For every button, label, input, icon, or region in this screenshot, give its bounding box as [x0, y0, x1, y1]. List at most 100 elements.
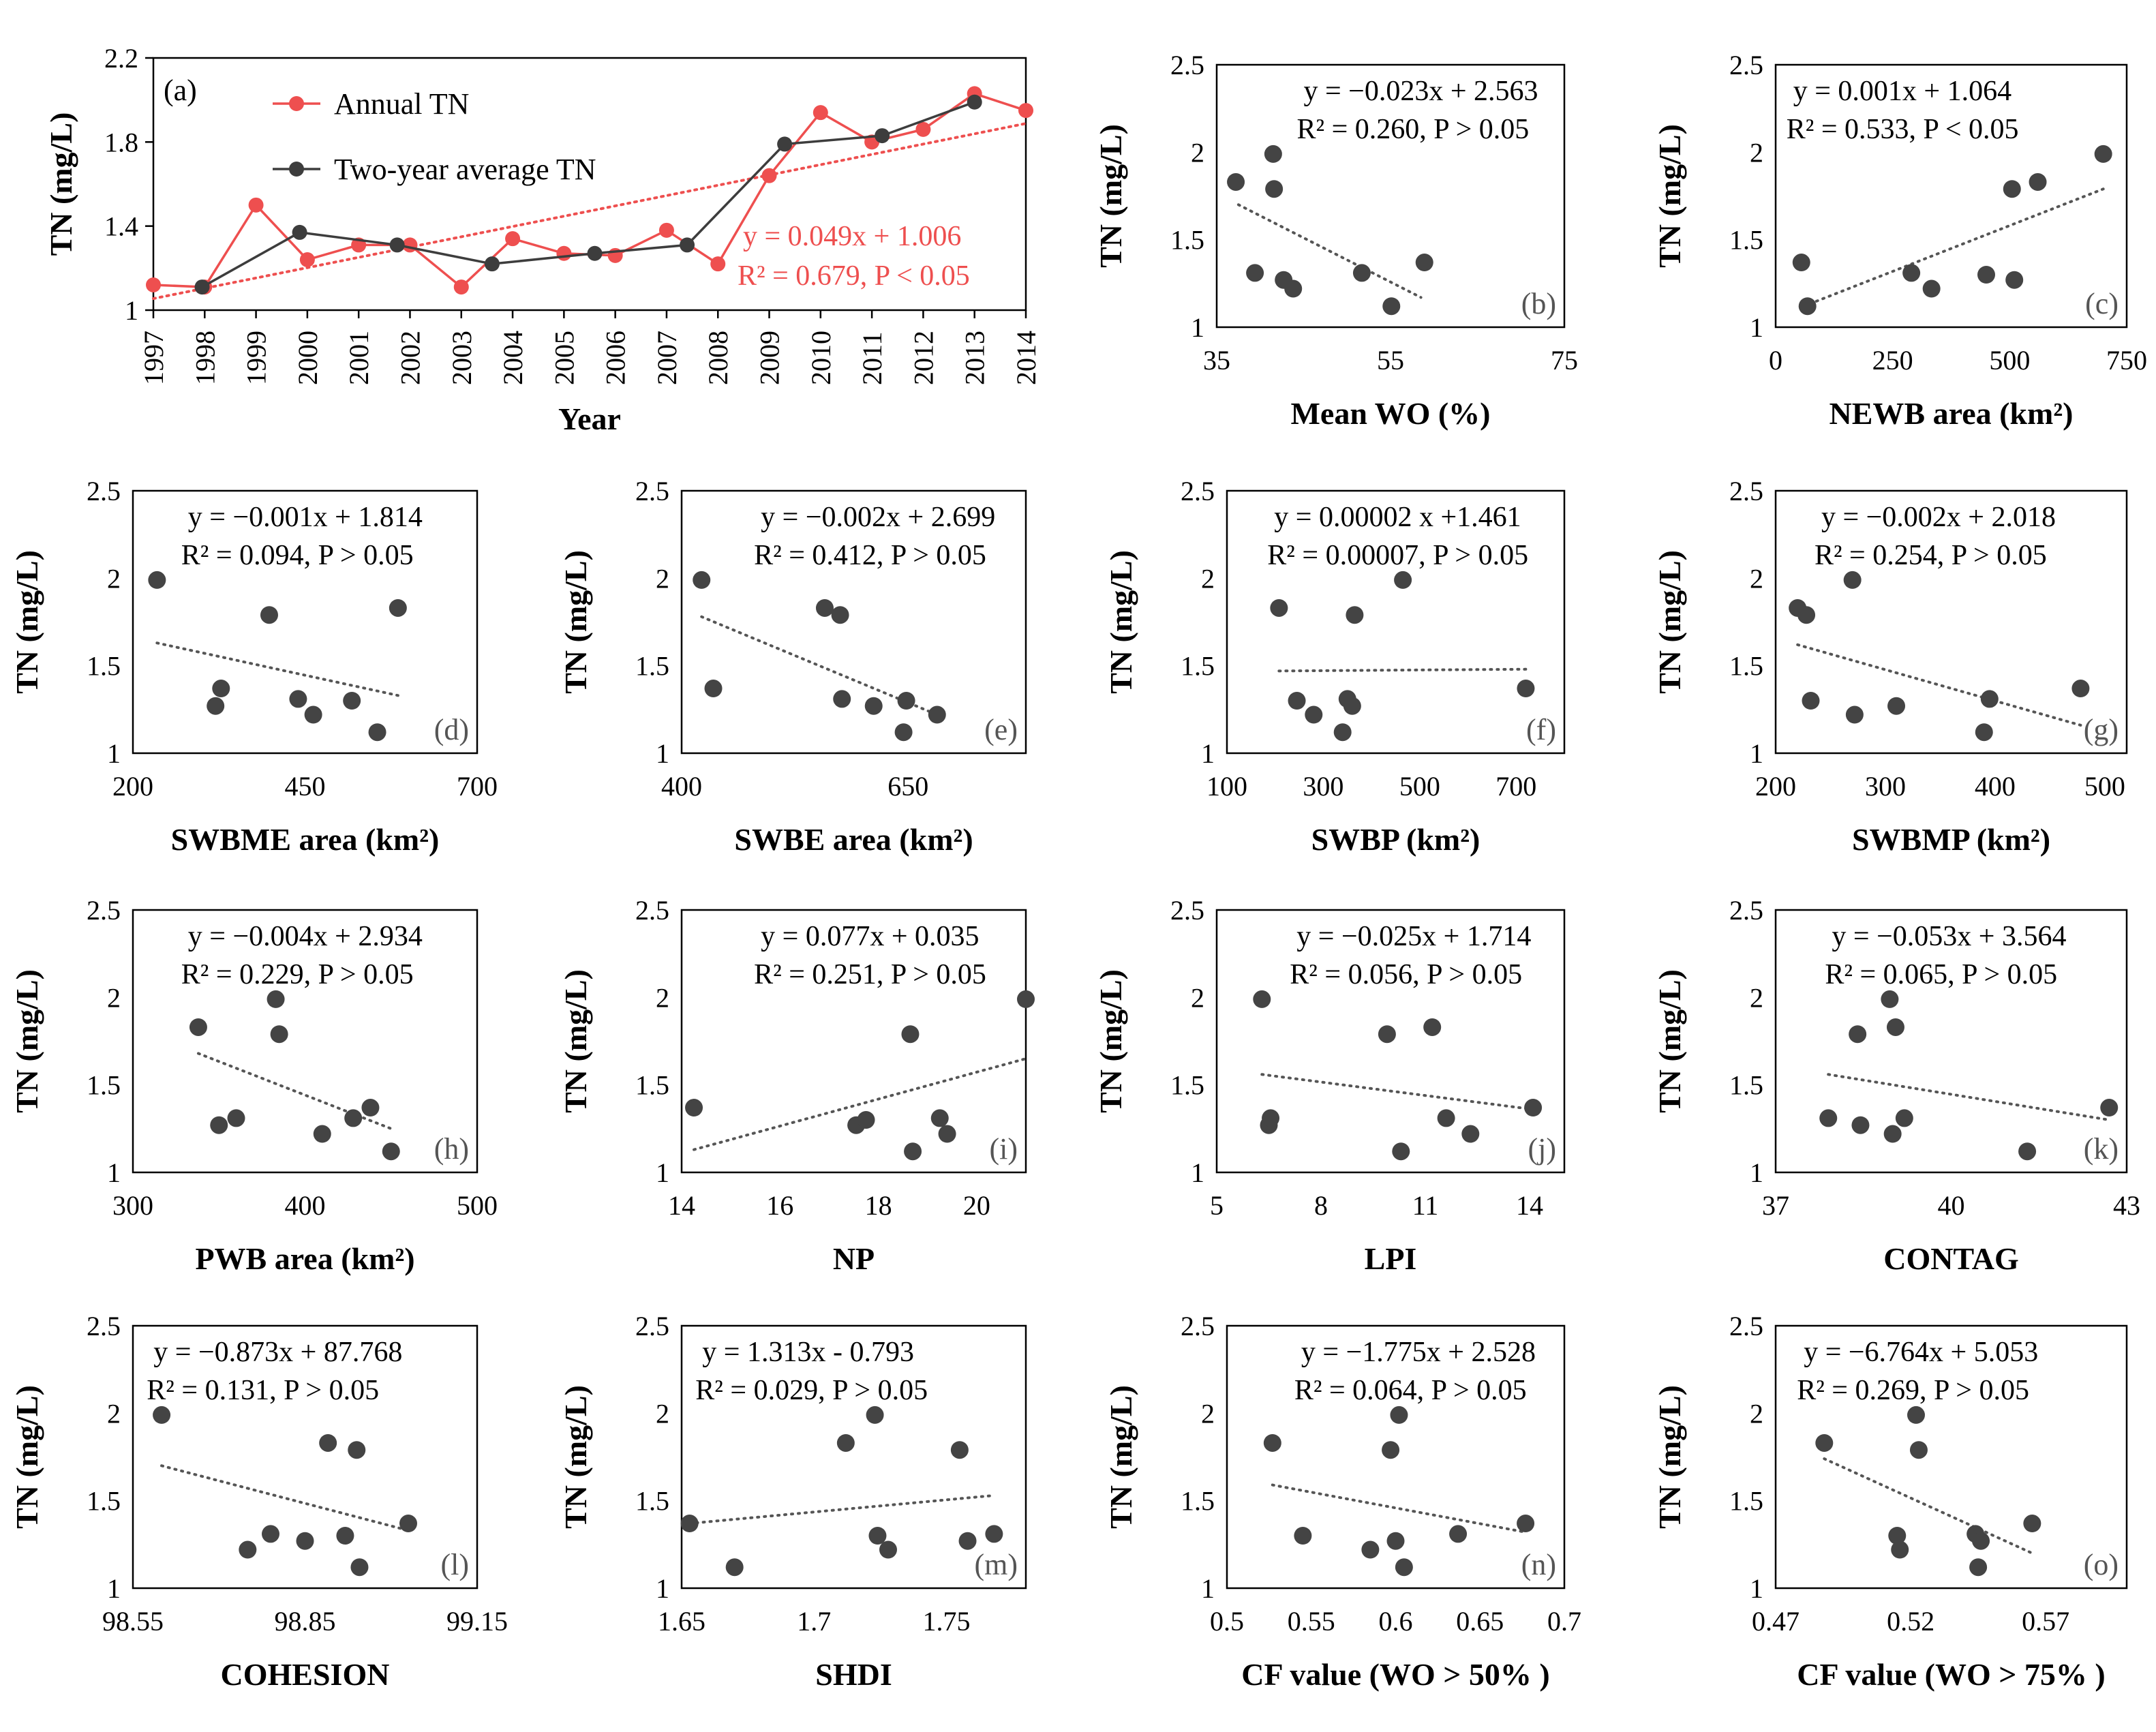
y-tick-label: 2.5: [635, 1311, 669, 1341]
data-point: [1253, 990, 1271, 1008]
panel-n: 1 1.5 2 2.5 0.5 0.55 0.6 0.65 0.7 CF value (WO > …: [1104, 1311, 1581, 1692]
trend-r2: R² = 0.229, P > 0.05: [181, 959, 414, 990]
y-tick-label: 1.5: [1181, 1486, 1215, 1517]
data-point: [836, 1433, 855, 1452]
panel-label: (b): [1521, 287, 1556, 320]
data-point: [399, 1515, 417, 1533]
data-point: [1802, 692, 1820, 710]
y-tick-label: 2.5: [1729, 476, 1763, 506]
y-tick-label: 2: [656, 1398, 669, 1429]
y-tick-label: 2.5: [1170, 50, 1204, 80]
trend-r2: R² = 0.269, P > 0.05: [1797, 1375, 2029, 1406]
data-point: [1284, 279, 1303, 298]
data-point: [1333, 723, 1352, 742]
data-point: [1423, 1018, 1442, 1036]
data-point: [1849, 1025, 1867, 1044]
data-point: [1382, 297, 1401, 316]
panel-label: (m): [974, 1548, 1018, 1581]
data-point: [350, 1558, 369, 1577]
y-tick-label: 2: [656, 563, 669, 594]
trend-equation: y = −0.053x + 3.564: [1832, 921, 2066, 952]
y-tick-label: 1.5: [87, 1486, 121, 1517]
x-tick-label: 400: [1975, 771, 2016, 802]
y-tick-label: 2.5: [1729, 1311, 1763, 1341]
data-point: [868, 1527, 887, 1545]
data-point: [343, 692, 361, 710]
data-point-annual: [299, 252, 315, 267]
trendline: [688, 1493, 996, 1525]
y-tick-label: 2.2: [104, 43, 138, 74]
data-point: [1891, 1540, 1909, 1559]
y-tick-label: 2: [1750, 982, 1763, 1013]
y-tick-label: 2.5: [87, 476, 121, 506]
data-point: [725, 1558, 744, 1577]
trendline: [1260, 1073, 1535, 1111]
y-axis-title: TN (mg/L): [10, 969, 44, 1113]
trendline: [1271, 1483, 1528, 1534]
data-point: [153, 1406, 171, 1424]
data-point-annual: [505, 231, 521, 247]
data-point: [1843, 571, 1862, 589]
trendline: [155, 641, 399, 697]
y-tick-label: 1.5: [635, 1486, 669, 1517]
x-tick-label: 400: [285, 1190, 326, 1221]
data-point-annual: [146, 277, 161, 292]
panel-label: (e): [984, 713, 1018, 746]
x-tick-label: 2014: [1011, 331, 1042, 385]
data-point: [1798, 297, 1817, 316]
y-tick-label: 1: [107, 1157, 121, 1188]
x-axis-title: LPI: [1365, 1241, 1417, 1276]
panel-f: 1 1.5 2 2.5 100 300 500 700 SWBP (km²) TN (mg/L) y…: [1104, 476, 1566, 857]
x-tick-label: 2008: [703, 331, 733, 385]
x-tick-label: 2009: [755, 331, 785, 385]
x-tick-label: 450: [285, 771, 326, 802]
x-tick-label: 500: [2084, 771, 2125, 802]
x-tick-label: 2005: [549, 331, 579, 385]
data-point: [267, 990, 285, 1008]
data-point: [894, 723, 913, 742]
y-axis-title: TN (mg/L): [1652, 1385, 1687, 1529]
data-point-two-year: [680, 237, 695, 253]
data-point: [296, 1532, 314, 1550]
plot-frame-l: [132, 1324, 479, 1590]
data-point-two-year: [389, 237, 405, 253]
data-point: [382, 1142, 400, 1161]
y-tick-label: 1: [1750, 1573, 1763, 1604]
y-tick-label: 1: [1201, 738, 1215, 769]
data-point: [1378, 1025, 1396, 1044]
trendline: [160, 1464, 410, 1532]
x-axis-title: Mean WO (%): [1290, 396, 1490, 431]
trend-r2: R² = 0.412, P > 0.05: [754, 540, 986, 571]
y-tick-label: 1: [656, 1573, 669, 1604]
panel-b: 1 1.5 2 2.5 35 55 75 Mean WO (%) TN (mg/L) y = −0…: [1093, 50, 1578, 431]
x-tick-label: 500: [457, 1190, 498, 1221]
trend-equation: y = −0.002x + 2.699: [761, 502, 995, 533]
panel-label: (a): [164, 74, 197, 107]
data-point: [1390, 1406, 1408, 1424]
data-point: [210, 1116, 228, 1134]
data-point-two-year: [875, 128, 890, 144]
series-line-two-year: [201, 101, 975, 288]
y-axis-title: TN (mg/L): [44, 112, 78, 256]
panel-c: 1 1.5 2 2.5 0 250 500 750 NEWB area (km²) TN (mg/…: [1652, 50, 2147, 431]
x-axis-title: SHDI: [815, 1657, 892, 1692]
plot-frame-j: [1215, 909, 1566, 1174]
trendline: [1796, 643, 2082, 727]
y-tick-label: 2: [107, 982, 121, 1013]
data-point: [680, 1515, 699, 1533]
data-point: [1294, 1527, 1312, 1545]
data-point: [685, 1099, 703, 1117]
data-point: [207, 697, 225, 715]
x-tick-label: 8: [1314, 1190, 1328, 1221]
plot-frame-m: [680, 1324, 1027, 1590]
data-point: [1975, 723, 1993, 742]
y-axis-title: TN (mg/L): [1104, 1385, 1138, 1529]
x-tick-label: 0.5: [1210, 1606, 1244, 1637]
panel-g: 1 1.5 2 2.5 200 300 400 500 SWBMP (km²) TN (mg/L)…: [1652, 476, 2128, 857]
x-axis-title: SWBE area (km²): [734, 822, 973, 857]
x-axis-title: CF value (WO > 75% ): [1797, 1657, 2106, 1692]
x-tick-label: 16: [766, 1190, 793, 1221]
data-point: [1845, 705, 1864, 724]
data-point: [368, 723, 386, 742]
panel-label: (f): [1526, 713, 1556, 746]
